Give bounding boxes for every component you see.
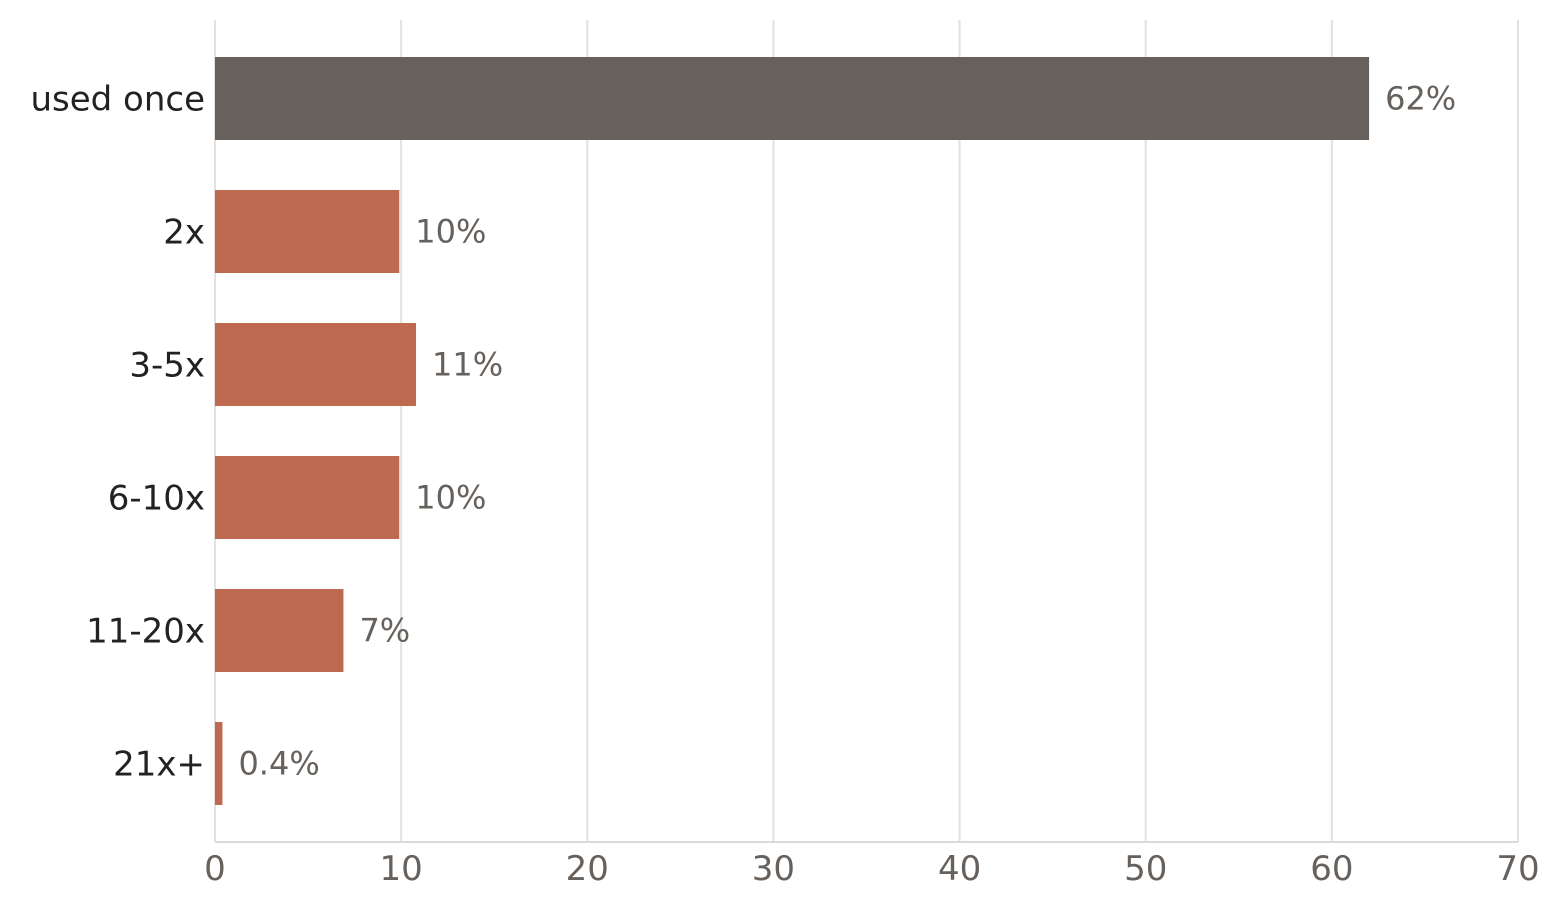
category-label: 3-5x <box>129 346 205 386</box>
data-label: 62% <box>1385 80 1456 118</box>
bars <box>215 57 1370 805</box>
x-tick-label: 10 <box>380 849 423 889</box>
x-tick-label: 40 <box>938 849 981 889</box>
x-tick-labels: 0 10 20 30 40 50 60 70 <box>204 849 1539 889</box>
bar <box>215 589 344 672</box>
category-label: 6-10x <box>108 479 205 519</box>
bar <box>215 323 417 406</box>
x-tick-label: 0 <box>204 849 226 889</box>
data-label: 10% <box>415 479 486 517</box>
category-label: 11-20x <box>86 612 205 652</box>
x-tick-label: 70 <box>1496 849 1539 889</box>
bar <box>215 57 1370 140</box>
x-tick-label: 50 <box>1124 849 1167 889</box>
bar <box>215 456 400 539</box>
category-label: 21x+ <box>113 745 205 785</box>
data-label: 7% <box>359 612 410 650</box>
data-label: 10% <box>415 213 486 251</box>
data-label: 11% <box>432 346 503 384</box>
data-label: 0.4% <box>238 745 319 783</box>
category-label: used once <box>30 80 205 120</box>
bar <box>215 722 223 805</box>
bar <box>215 190 400 273</box>
category-labels: used once 2x 3-5x 6-10x 11-20x 21x+ <box>30 80 205 785</box>
gridlines <box>214 20 1519 842</box>
x-tick-label: 60 <box>1310 849 1353 889</box>
x-tick-label: 30 <box>752 849 795 889</box>
category-label: 2x <box>163 213 205 253</box>
data-labels: 62% 10% 11% 10% 7% 0.4% <box>238 80 1456 783</box>
x-tick-label: 20 <box>566 849 609 889</box>
